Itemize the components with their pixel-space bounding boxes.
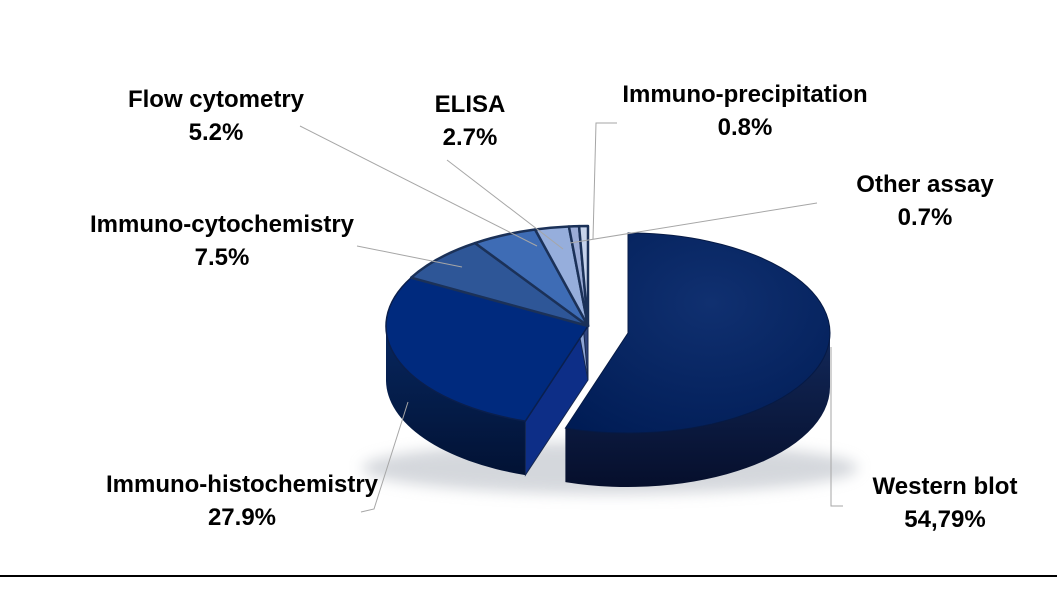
slice-label: Immuno-cytochemistry (89, 211, 355, 238)
leader-line-immuno-cytochemistry (356, 245, 463, 268)
leader-line-western-blot (830, 347, 843, 507)
pie-slice-western-blot (564, 232, 831, 434)
slice-label: Other assay (856, 171, 994, 198)
leader-line-immuno-precipitation (592, 122, 617, 240)
slice-label: ELISA (434, 91, 506, 118)
leader-line-elisa (446, 159, 564, 250)
leader-line-immuno-histochemistry (360, 401, 409, 513)
pie-slice-other-assay (577, 224, 590, 328)
callout-immuno-cytochemistry: Immuno-cytochemistry 7.5% (90, 208, 354, 274)
callout-elisa: ELISA 2.7% (435, 88, 506, 154)
leader-line-other-assay (569, 202, 818, 244)
slice-value: 0.8% (717, 114, 773, 141)
slice-label: Flow cytometry (127, 86, 305, 113)
slice-label: Western blot (872, 473, 1018, 500)
callout-immuno-precipitation: Immuno-precipitation 0.8% (622, 78, 867, 144)
callout-immuno-histochemistry: Immuno-histochemistry 27.9% (106, 468, 378, 534)
slice-label: Immuno-histochemistry (105, 471, 379, 498)
bottom-divider-line (0, 575, 1057, 577)
slice-label: Immuno-precipitation (622, 81, 868, 108)
slice-value: 5.2% (188, 119, 244, 146)
pie-slice-immuno-cytochemistry (409, 241, 590, 328)
slice-value: 2.7% (442, 124, 498, 151)
callout-other-assay: Other assay 0.7% (856, 168, 993, 234)
pie-rim-western-blot (565, 333, 830, 488)
leader-line-flow-cytometry (299, 125, 538, 247)
slice-value: 7.5% (194, 244, 250, 271)
slice-value: 0.7% (897, 204, 953, 231)
pie-slice-immuno-histochemistry (385, 276, 590, 422)
slice-value: 54,79% (904, 506, 986, 533)
callout-flow-cytometry: Flow cytometry 5.2% (128, 83, 304, 149)
pie-rim-immuno-histochemistry (386, 326, 526, 476)
slice-value: 27.9% (207, 504, 277, 531)
callout-western-blot: Western blot 54,79% (873, 470, 1018, 536)
